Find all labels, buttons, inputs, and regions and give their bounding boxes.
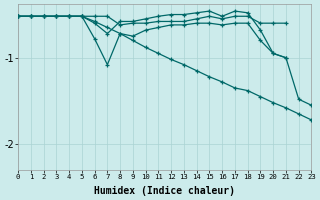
X-axis label: Humidex (Indice chaleur): Humidex (Indice chaleur)	[94, 186, 235, 196]
